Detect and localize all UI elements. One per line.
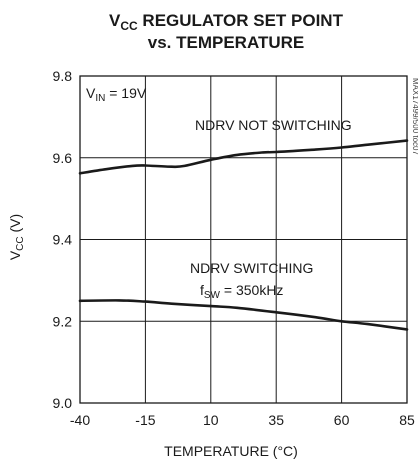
x-tick-label: 10 [203, 412, 219, 428]
y-tick-label: 9.2 [53, 313, 73, 329]
series-line-switching [78, 299, 409, 331]
vin-annotation: VIN = 19V [86, 85, 147, 104]
x-tick-label: 60 [334, 412, 350, 428]
y-tick-labels: 9.0 9.2 9.4 9.6 9.8 [53, 68, 73, 411]
not-switching-label: NDRV NOT SWITCHING [195, 117, 352, 133]
figure-id-label: MAX17499/500 toc07 [411, 78, 418, 155]
y-tick-label: 9.8 [53, 68, 73, 84]
fsw-annotation: fSW = 350kHz [200, 282, 283, 301]
grid [80, 76, 407, 403]
chart-title-line1: VCC REGULATOR SET POINT [109, 11, 344, 33]
y-axis-label: VCC (V) [7, 214, 26, 260]
x-tick-label: 35 [268, 412, 284, 428]
chart-title-line2: vs. TEMPERATURE [148, 33, 305, 52]
x-tick-labels: -40 -15 10 35 60 85 [70, 412, 415, 428]
y-tick-label: 9.0 [53, 395, 73, 411]
x-axis-label: TEMPERATURE (°C) [164, 443, 298, 459]
y-tick-label: 9.6 [53, 150, 73, 166]
y-tick-label: 9.4 [53, 232, 73, 248]
series-group [78, 139, 409, 331]
series-line-not-switching [78, 139, 409, 175]
x-tick-label: -15 [135, 412, 155, 428]
plot-frame [79, 75, 408, 404]
x-tick-label: -40 [70, 412, 90, 428]
switching-label: NDRV SWITCHING [190, 260, 313, 276]
x-tick-label: 85 [399, 412, 415, 428]
